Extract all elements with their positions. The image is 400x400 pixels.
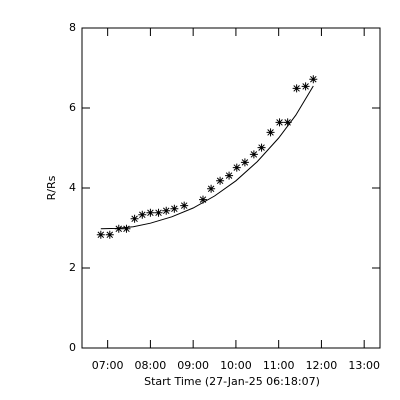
asterisk-point — [180, 201, 189, 210]
x-axis-label: Start Time (27-Jan-25 06:18:07) — [144, 375, 320, 388]
asterisk-point — [170, 204, 179, 213]
y-tick-label: 6 — [69, 101, 76, 114]
asterisk-point — [275, 118, 284, 127]
y-tick-label: 0 — [69, 341, 76, 354]
plot-frame — [81, 27, 381, 349]
x-tick-label: 12:00 — [306, 359, 338, 372]
asterisk-point — [198, 195, 207, 204]
asterisk-point — [162, 206, 171, 215]
asterisk-point — [283, 118, 292, 127]
asterisk-point — [249, 150, 258, 159]
asterisk-point — [240, 158, 249, 167]
asterisk-point — [105, 230, 114, 239]
y-tick-label: 4 — [69, 181, 76, 194]
asterisk-point — [301, 82, 310, 91]
asterisk-point — [232, 163, 241, 172]
y-axis-label: R/Rs — [45, 175, 58, 200]
asterisk-point — [225, 171, 234, 180]
asterisk-point — [138, 210, 147, 219]
y-tick-label: 2 — [69, 261, 76, 274]
asterisk-point — [96, 230, 105, 239]
x-tick-label: 09:00 — [177, 359, 209, 372]
asterisk-point — [122, 224, 131, 233]
y-tick-label: 8 — [69, 21, 76, 34]
x-tick-label: 08:00 — [135, 359, 167, 372]
asterisk-point — [146, 208, 155, 217]
asterisk-point — [266, 128, 275, 137]
fit-line — [100, 85, 314, 230]
x-tick-label: 07:00 — [92, 359, 124, 372]
asterisk-point — [309, 75, 318, 84]
asterisk-point — [130, 214, 139, 223]
asterisk-point — [114, 224, 123, 233]
asterisk-point — [154, 208, 163, 217]
x-tick-label: 13:00 — [348, 359, 380, 372]
x-tick-label: 11:00 — [263, 359, 295, 372]
asterisk-point — [257, 143, 266, 152]
asterisk-point — [292, 84, 301, 93]
asterisk-point — [207, 184, 216, 193]
asterisk-point — [216, 176, 225, 185]
x-tick-label: 10:00 — [220, 359, 252, 372]
